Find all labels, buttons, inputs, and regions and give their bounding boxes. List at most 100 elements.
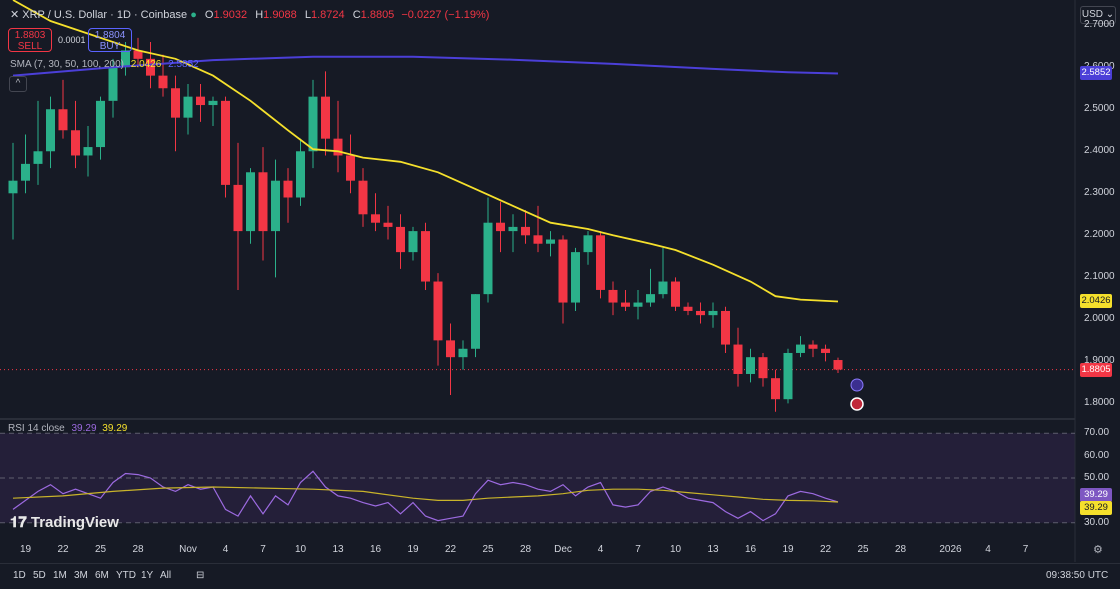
candle-body bbox=[733, 344, 743, 374]
candle-body bbox=[571, 252, 580, 303]
candle-body bbox=[408, 231, 418, 253]
event-marker-2 bbox=[850, 397, 864, 411]
candle-body bbox=[108, 67, 118, 101]
candle-body bbox=[471, 294, 480, 349]
sma-legend-value-short: 2.0426 bbox=[130, 59, 162, 70]
buy-button[interactable]: 1.8804 BUY bbox=[88, 28, 132, 52]
price-tick-label: 1.8000 bbox=[1084, 397, 1115, 409]
time-tick-label: 19 bbox=[407, 544, 419, 555]
candle-body bbox=[708, 310, 718, 316]
candle bbox=[608, 281, 618, 316]
settings-gear-icon[interactable]: ⚙ bbox=[1093, 544, 1103, 556]
timeframe-ytd[interactable]: YTD bbox=[116, 570, 136, 581]
candle-body bbox=[358, 180, 368, 215]
candle bbox=[571, 247, 580, 311]
candle bbox=[433, 273, 443, 366]
sma-legend-label: SMA (7, 30, 50, 100, 200) bbox=[10, 59, 124, 70]
time-tick-label: 13 bbox=[707, 544, 719, 555]
time-tick-label: 19 bbox=[782, 544, 794, 555]
timeframe-5d[interactable]: 5D bbox=[33, 570, 46, 581]
sell-button[interactable]: 1.8803 SELL bbox=[8, 28, 52, 52]
price-tick-label: 2.0000 bbox=[1084, 313, 1115, 325]
collapse-legend-icon[interactable]: ^ bbox=[9, 76, 27, 92]
time-tick-label: 2026 bbox=[939, 544, 962, 555]
candle bbox=[446, 323, 455, 395]
date-range-icon[interactable]: ⊟ bbox=[196, 570, 205, 581]
timeframe-1y[interactable]: 1Y bbox=[141, 570, 154, 581]
time-tick-label: 19 bbox=[19, 544, 32, 555]
sma-legend[interactable]: SMA (7, 30, 50, 100, 200) 2.0426 2.5852 bbox=[10, 59, 199, 70]
candle-body bbox=[633, 302, 643, 307]
time-tick-label: 13 bbox=[332, 544, 344, 555]
high-label: H bbox=[255, 9, 264, 21]
timeframe-all[interactable]: All bbox=[160, 570, 172, 581]
candle-body bbox=[321, 96, 330, 139]
time-tick-label: 28 bbox=[132, 544, 144, 555]
candle-body bbox=[246, 172, 255, 232]
candle bbox=[308, 79, 318, 169]
sma-short-line bbox=[12, 0, 839, 303]
candle-body bbox=[171, 88, 180, 118]
candle-body bbox=[783, 352, 793, 400]
candle-body bbox=[446, 340, 455, 358]
candle-body bbox=[721, 310, 730, 345]
chart-header: ✕ XRP / U.S. Dollar · 1D · Coinbase ● O1… bbox=[10, 8, 489, 21]
candle-body bbox=[8, 180, 18, 194]
candle-body bbox=[121, 50, 130, 68]
time-tick-label: Nov bbox=[179, 544, 197, 555]
candle-body bbox=[196, 96, 205, 106]
candle bbox=[346, 134, 355, 194]
candles-group bbox=[8, 37, 843, 412]
candle bbox=[33, 100, 43, 185]
timeframe-6m[interactable]: 6M bbox=[95, 570, 109, 581]
candle bbox=[733, 327, 743, 387]
candle-body bbox=[808, 344, 818, 349]
price-tick-label: 2.1000 bbox=[1084, 271, 1115, 283]
currency-button[interactable]: USD ⌄ bbox=[1080, 6, 1116, 24]
symbol-title[interactable]: XRP / U.S. Dollar · 1D · Coinbase bbox=[22, 9, 188, 21]
candle bbox=[71, 100, 80, 169]
candle-body bbox=[158, 75, 168, 89]
candle bbox=[233, 142, 243, 290]
candle-body bbox=[521, 226, 530, 236]
candle bbox=[421, 222, 430, 290]
timeframe-1d[interactable]: 1D bbox=[13, 570, 26, 581]
candle-body bbox=[696, 310, 705, 316]
utc-clock[interactable]: 09:38:50 UTC bbox=[1046, 570, 1109, 581]
time-tick-label: 22 bbox=[57, 544, 69, 555]
time-tick-label: 28 bbox=[894, 544, 907, 555]
timeframe-3m[interactable]: 3M bbox=[74, 570, 88, 581]
time-tick-label: 28 bbox=[519, 544, 532, 555]
candle bbox=[371, 193, 380, 232]
tradingview-logo-icon: 𝟏𝟕 bbox=[10, 514, 31, 531]
time-tick-label: 25 bbox=[482, 544, 494, 555]
candle bbox=[333, 100, 343, 173]
candle-body bbox=[583, 235, 593, 253]
candle bbox=[596, 231, 605, 299]
candle-body bbox=[758, 357, 768, 379]
time-tick-label: 10 bbox=[294, 544, 307, 555]
sma-short-price-tag: 2.0426 bbox=[1080, 294, 1112, 309]
sma-legend-value-long: 2.5852 bbox=[168, 59, 199, 70]
candle bbox=[96, 96, 105, 160]
price-tick-label: 2.4000 bbox=[1084, 145, 1115, 157]
candle-body bbox=[96, 100, 105, 148]
time-tick-label: 25 bbox=[857, 544, 869, 555]
symbol-close-icon[interactable]: ✕ bbox=[10, 9, 23, 21]
candle bbox=[796, 336, 805, 358]
candle-body bbox=[646, 294, 655, 303]
candle-body bbox=[333, 138, 343, 156]
candle bbox=[258, 147, 268, 261]
spread-value: 0.0001 bbox=[58, 35, 86, 45]
timeframe-1m[interactable]: 1M bbox=[53, 570, 67, 581]
candle bbox=[383, 205, 393, 240]
candle-body bbox=[433, 281, 443, 341]
candle-body bbox=[821, 348, 830, 353]
candle bbox=[121, 42, 130, 76]
candle-body bbox=[558, 239, 568, 303]
rsi-legend-label: RSI 14 close bbox=[8, 423, 65, 434]
candle-body bbox=[46, 109, 55, 152]
open-label: O bbox=[204, 9, 214, 21]
rsi-legend[interactable]: RSI 14 close 39.29 39.29 bbox=[8, 423, 127, 434]
